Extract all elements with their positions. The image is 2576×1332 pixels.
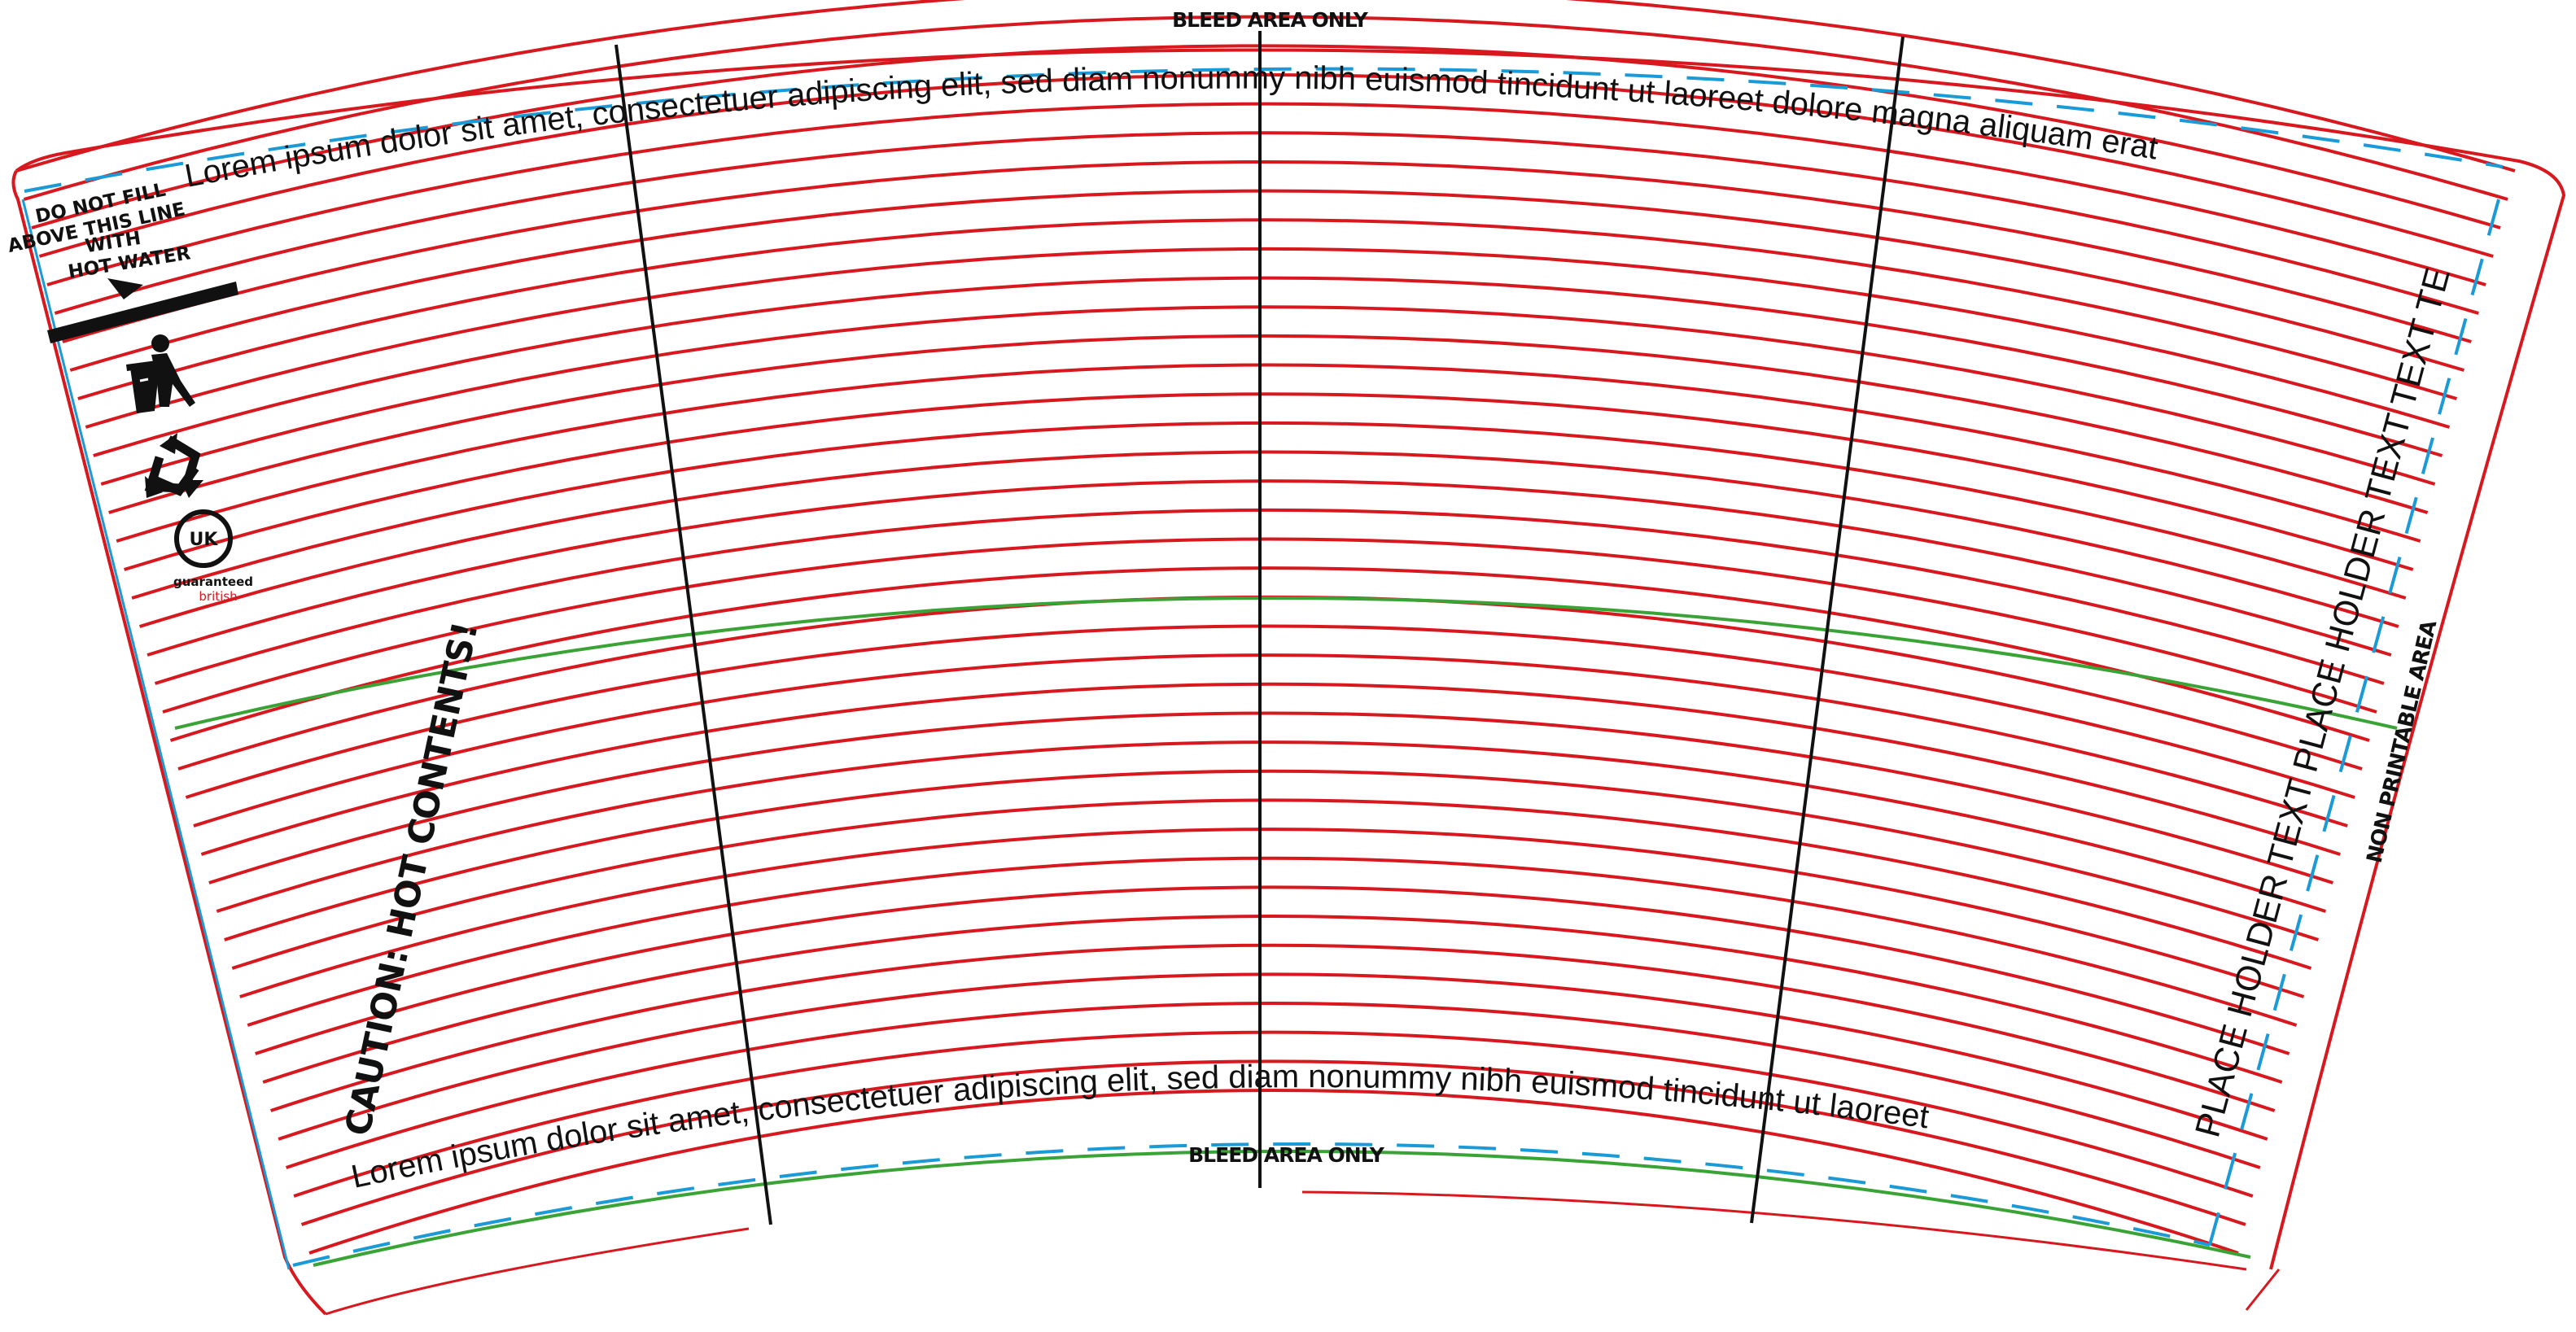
arc-guide-line	[200, 682, 2341, 856]
arc-guide-line	[124, 392, 2414, 571]
tidyman-litter-icon	[126, 334, 195, 413]
bleed-label-top: BLEED AREA ONLY	[1172, 8, 1369, 32]
arc-guide-line	[116, 363, 2421, 543]
safe-line-bottom	[313, 1150, 2251, 1267]
arc-guide-line	[262, 915, 2283, 1084]
arc-guide-line	[216, 740, 2326, 913]
arc-guide-line	[108, 334, 2429, 514]
arc-guide-line	[270, 943, 2276, 1112]
fill-line-arrow-icon	[107, 278, 143, 299]
bleed-dash-top	[24, 67, 2504, 193]
arc-guide-line	[138, 450, 2399, 628]
bleed-dash-bottom	[292, 1142, 2211, 1267]
fold-line-right	[1750, 36, 1905, 1224]
arc-guide-line	[100, 305, 2436, 486]
arc-guide-line	[93, 276, 2443, 457]
bleed-label-bottom: BLEED AREA ONLY	[1188, 1143, 1385, 1167]
fold-line-left	[614, 44, 772, 1225]
arc-guide-line	[15, 0, 2516, 173]
outline-corner	[2245, 1269, 2281, 1311]
arc-guide-line	[278, 972, 2268, 1141]
safe-line-middle	[174, 596, 2398, 730]
arc-guide-line	[62, 159, 2472, 343]
arc-guide-line	[23, 15, 2508, 201]
uk-badge-icon: UK guaranteed british	[173, 509, 253, 604]
caution-text: CAUTION: HOT CONTENTS!	[338, 618, 487, 1139]
bleed-dash-right	[2208, 199, 2500, 1246]
arc-guide-line	[131, 421, 2407, 600]
arc-guide-line	[46, 102, 2486, 286]
arc-guide-line	[285, 1002, 2261, 1169]
arc-guide-line	[185, 624, 2355, 799]
arc-guide-line	[300, 1059, 2246, 1226]
arc-guide-line	[169, 566, 2370, 742]
uk-badge-text: UK	[190, 530, 219, 550]
british-text: british	[199, 589, 237, 604]
arc-guide-line	[247, 856, 2298, 1027]
top-curved-text: Lorem ipsum dolor sit amet, consectetuer…	[182, 60, 2161, 194]
outline-bottom-right	[1301, 1190, 2247, 1271]
arc-guide-line	[31, 44, 2501, 229]
outline-top-right	[15, 48, 2566, 1270]
arc-guide-line	[77, 218, 2457, 400]
arc-guide-line	[308, 1089, 2239, 1255]
left-bleed-edge	[21, 199, 291, 1270]
arc-guide-line	[85, 247, 2451, 429]
recycle-arrowheads	[145, 433, 203, 498]
fill-warning: DO NOT FILL ABOVE THIS LINE WITH HOT WAT…	[6, 179, 238, 343]
arc-guide-line	[147, 479, 2392, 657]
arc-guide-line	[193, 653, 2348, 828]
arc-guide-line	[69, 189, 2464, 372]
safe-lines	[174, 596, 2398, 1267]
arc-guide-lines	[15, 0, 2516, 1255]
arc-guide-line	[154, 508, 2385, 685]
non-printable-label: NON PRINTABLE AREA	[2363, 618, 2443, 866]
fold-lines	[614, 31, 1905, 1225]
arc-guide-line	[255, 885, 2290, 1055]
arc-guide-line	[231, 798, 2312, 970]
arc-guide-line	[38, 72, 2494, 258]
guaranteed-text: guaranteed	[173, 574, 253, 589]
fill-line-bar	[47, 282, 238, 343]
bleed-guides	[24, 67, 2504, 1267]
cup-outline	[11, 48, 2566, 1316]
arc-guide-line	[293, 1030, 2254, 1198]
arc-guide-line	[162, 537, 2377, 714]
arc-guide-line	[208, 711, 2333, 884]
outline-bottom-left	[325, 1227, 750, 1316]
arc-guide-line	[54, 131, 2479, 315]
arc-guide-line	[239, 828, 2305, 998]
arc-guide-line	[224, 769, 2320, 941]
